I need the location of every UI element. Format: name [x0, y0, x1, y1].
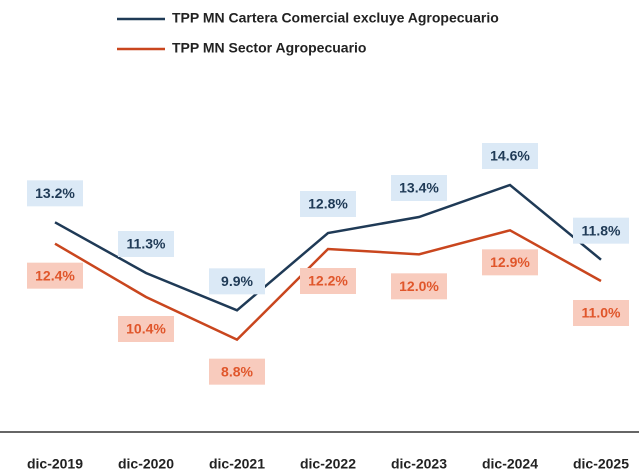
data-label: 12.8%	[308, 196, 348, 212]
data-label: 8.8%	[221, 363, 253, 379]
x-tick-label: dic-2020	[118, 456, 174, 472]
label-box	[118, 231, 174, 257]
label-box	[482, 249, 538, 276]
data-label: 12.9%	[490, 254, 530, 270]
x-tick-label: dic-2019	[27, 456, 83, 472]
label-box	[391, 273, 447, 300]
series-line	[54, 228, 602, 342]
data-label: 12.0%	[399, 278, 439, 294]
label-box	[118, 316, 174, 342]
data-label: 12.2%	[308, 273, 348, 289]
legend-label: TPP MN Cartera Comercial excluye Agropec…	[172, 10, 499, 26]
data-label: 10.4%	[126, 321, 166, 337]
data-label: 14.6%	[490, 148, 530, 164]
data-label: 12.4%	[35, 267, 75, 283]
x-tick-label: dic-2025	[573, 456, 629, 472]
label-box	[209, 268, 265, 295]
legend-label: TPP MN Sector Agropecuario	[172, 40, 366, 56]
x-tick-label: dic-2024	[482, 456, 538, 472]
label-box	[573, 300, 629, 326]
label-box	[482, 143, 538, 169]
data-label: 13.4%	[399, 180, 439, 196]
data-label: 13.2%	[35, 185, 75, 201]
data-label: 9.9%	[221, 273, 253, 289]
data-label: 11.0%	[582, 305, 621, 321]
label-box	[27, 180, 83, 207]
x-tick-label: dic-2021	[209, 456, 265, 472]
x-tick-label: dic-2022	[300, 456, 356, 472]
label-box	[300, 268, 356, 294]
series-line	[54, 183, 602, 312]
label-box	[391, 175, 447, 201]
label-box	[27, 262, 83, 289]
label-box	[573, 217, 629, 244]
label-box	[209, 358, 265, 385]
data-label: 11.3%	[127, 236, 166, 252]
data-label: 11.8%	[582, 222, 621, 238]
x-tick-label: dic-2023	[391, 456, 447, 472]
label-box	[300, 191, 356, 217]
